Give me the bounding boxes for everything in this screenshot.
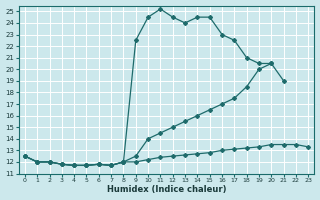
X-axis label: Humidex (Indice chaleur): Humidex (Indice chaleur) <box>107 185 226 194</box>
